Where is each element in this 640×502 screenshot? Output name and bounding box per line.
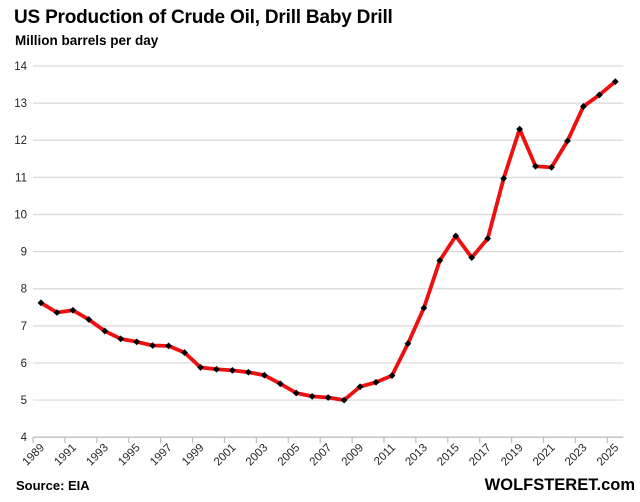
data-point-2019 [516, 125, 523, 133]
data-point-2015 [452, 232, 460, 240]
data-point-2006 [308, 392, 316, 400]
y-tick-label: 10 [14, 209, 27, 221]
data-point-2020 [532, 162, 539, 170]
data-point-2014 [436, 257, 444, 264]
x-tick-label: 1993 [84, 442, 111, 469]
data-point-2017 [484, 235, 492, 243]
watermark-label: WOLFSTERET.com [484, 476, 635, 494]
x-tick-label: 2013 [403, 442, 430, 469]
data-point-2000 [213, 365, 220, 373]
data-point-2008 [340, 396, 348, 404]
data-point-1995 [133, 338, 141, 346]
x-tick-label: 2017 [467, 442, 494, 469]
x-tick-label: 2003 [244, 442, 271, 469]
x-tick-label: 1999 [180, 442, 207, 469]
data-point-2021 [548, 163, 555, 171]
data-point-2011 [388, 372, 396, 379]
y-tick-label: 12 [14, 135, 27, 147]
y-tick-label: 5 [21, 395, 27, 407]
y-tick-label: 4 [21, 432, 28, 444]
data-point-1991 [69, 306, 77, 314]
x-tick-label: 2005 [276, 442, 303, 469]
y-tick-label: 7 [21, 321, 27, 333]
x-tick-label: 1997 [148, 442, 175, 469]
data-point-2001 [229, 366, 236, 374]
x-tick-label: 2009 [340, 442, 367, 469]
x-tick-label: 2011 [372, 442, 398, 468]
data-point-1989 [37, 299, 45, 307]
x-tick-label: 2015 [435, 442, 462, 469]
x-tick-label: 2001 [212, 442, 239, 469]
data-point-2016 [468, 254, 476, 261]
data-point-2012 [404, 340, 412, 348]
data-point-2004 [276, 380, 284, 388]
chart-subtitle: Million barrels per day [15, 33, 159, 48]
x-tick-label: 2007 [308, 442, 335, 469]
y-tick-label: 14 [14, 61, 27, 73]
x-tick-label: 2021 [531, 442, 558, 469]
y-tick-label: 9 [21, 247, 27, 259]
data-point-1993 [101, 327, 109, 335]
data-point-2023 [580, 103, 587, 110]
data-point-1992 [85, 316, 93, 323]
data-point-1997 [165, 342, 173, 350]
data-point-1999 [197, 364, 204, 371]
data-point-2024 [595, 91, 603, 99]
data-point-2022 [564, 137, 571, 145]
data-point-2025 [611, 78, 619, 85]
data-point-2018 [500, 175, 508, 182]
x-tick-label: 1995 [116, 442, 143, 469]
x-tick-label: 1991 [52, 442, 79, 469]
y-tick-label: 8 [21, 284, 27, 296]
x-tick-label: 1989 [21, 442, 48, 469]
chart-title: US Production of Crude Oil, Drill Baby D… [14, 7, 393, 28]
source-label: Source: EIA [16, 478, 90, 493]
y-tick-label: 11 [15, 172, 27, 184]
x-tick-label: 2025 [595, 442, 622, 469]
data-point-2013 [420, 304, 428, 312]
data-point-1996 [149, 342, 157, 349]
data-point-1998 [181, 349, 188, 356]
data-point-2003 [260, 371, 268, 379]
data-point-2010 [372, 378, 380, 386]
data-point-2002 [244, 368, 252, 376]
data-point-1990 [53, 309, 61, 316]
data-point-2005 [292, 389, 300, 397]
data-point-2007 [324, 394, 332, 401]
chart-line [39, 79, 618, 402]
x-tick-label: 2019 [499, 442, 526, 469]
data-point-1994 [117, 335, 125, 343]
y-tick-label: 6 [21, 358, 27, 370]
y-tick-label: 13 [14, 98, 27, 110]
x-tick-label: 2023 [563, 442, 590, 469]
data-point-2009 [356, 383, 364, 391]
